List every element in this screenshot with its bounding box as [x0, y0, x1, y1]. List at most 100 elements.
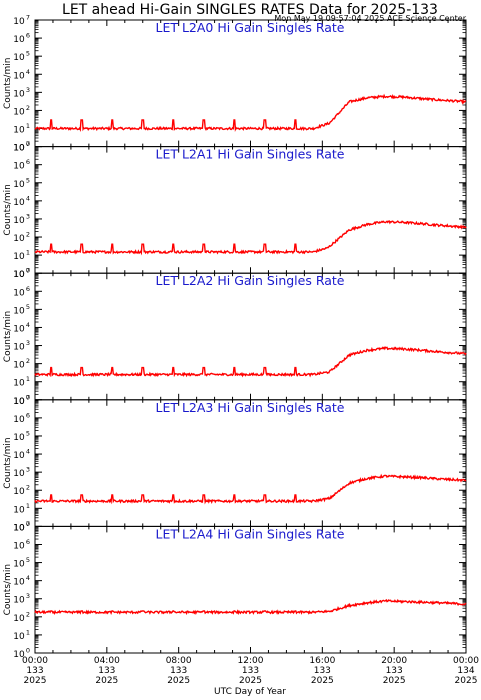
y-tick-exponent: 7 — [26, 14, 30, 22]
y-tick-label: 10 — [13, 198, 25, 208]
rate-series-line — [34, 220, 467, 256]
x-tick-doy: 133 — [26, 666, 43, 676]
y-tick-label: 10 — [13, 397, 25, 407]
y-tick-label: 10 — [13, 578, 25, 588]
panel-frame — [34, 272, 467, 401]
y-tick-label: 10 — [13, 144, 25, 154]
y-tick-label: 10 — [13, 107, 25, 117]
x-tick-doy: 134 — [457, 666, 474, 676]
y-tick-exponent: 4 — [26, 574, 30, 582]
y-tick-label: 10 — [13, 487, 25, 497]
x-tick-time: 20:00 — [381, 656, 407, 666]
y-axis-label: Counts/min — [3, 311, 13, 362]
y-tick-label: 10 — [13, 234, 25, 244]
x-tick-doy: 133 — [170, 666, 187, 676]
y-tick-exponent: 1 — [26, 628, 30, 636]
y-tick-exponent: 5 — [26, 303, 30, 311]
figure-title: LET ahead Hi-Gain SINGLES RATES Data for… — [62, 2, 438, 18]
y-tick-label: 10 — [13, 596, 25, 606]
x-tick-time: 00:00 — [453, 656, 479, 666]
y-tick-exponent: 1 — [26, 122, 30, 130]
y-tick-label: 10 — [13, 270, 25, 280]
y-tick-exponent: 2 — [26, 104, 30, 112]
x-tick-time: 00:00 — [22, 656, 48, 666]
y-axis-label: Counts/min — [3, 564, 13, 615]
x-tick-year: 2025 — [455, 676, 478, 686]
y-tick-exponent: 4 — [26, 68, 30, 76]
y-tick-exponent: 1 — [26, 375, 30, 383]
y-tick-label: 10 — [13, 71, 25, 81]
rate-series-line — [34, 93, 467, 133]
y-tick-exponent: 2 — [26, 357, 30, 365]
panel-title: LET L2A4 Hi Gain Singles Rate — [155, 526, 344, 541]
y-tick-exponent: 6 — [26, 411, 30, 419]
y-tick-label: 10 — [13, 614, 25, 624]
x-tick-year: 2025 — [24, 676, 47, 686]
y-tick-label: 10 — [13, 144, 25, 154]
x-tick-time: 16:00 — [309, 656, 335, 666]
y-tick-label: 10 — [13, 650, 25, 660]
y-tick-exponent: 0 — [26, 647, 30, 655]
y-tick-label: 10 — [13, 216, 25, 226]
panel-frame — [34, 399, 467, 527]
y-tick-exponent: 3 — [26, 592, 30, 600]
y-tick-label: 10 — [13, 451, 25, 461]
y-tick-label: 10 — [13, 560, 25, 570]
y-tick-label: 10 — [13, 324, 25, 334]
x-tick-year: 2025 — [167, 676, 190, 686]
y-tick-exponent: 7 — [26, 520, 30, 528]
y-tick-exponent: 6 — [26, 285, 30, 293]
y-tick-label: 10 — [13, 523, 25, 533]
y-tick-label: 10 — [13, 126, 25, 136]
y-tick-exponent: 6 — [26, 158, 30, 166]
x-axis-label: UTC Day of Year — [214, 687, 286, 697]
rate-series-line — [34, 473, 467, 505]
y-tick-exponent: 2 — [26, 231, 30, 239]
y-tick-exponent: 6 — [26, 32, 30, 40]
y-tick-label: 10 — [13, 397, 25, 407]
y-tick-exponent: 7 — [26, 140, 30, 148]
x-axis: 00:00133202504:00133202508:00133202512:0… — [22, 656, 479, 686]
y-tick-label: 10 — [13, 361, 25, 371]
timestamp-label: Mon May 19 09:57:04 2025 ACE Science Cen… — [274, 14, 466, 23]
y-tick-exponent: 3 — [26, 339, 30, 347]
panel-title: LET L2A2 Hi Gain Singles Rate — [155, 273, 344, 288]
rate-series-line — [34, 346, 467, 378]
x-tick-time: 08:00 — [166, 656, 192, 666]
x-tick-year: 2025 — [95, 676, 118, 686]
y-tick-label: 10 — [13, 632, 25, 642]
x-tick-doy: 133 — [314, 666, 331, 676]
y-tick-exponent: 4 — [26, 321, 30, 329]
x-tick-doy: 133 — [386, 666, 403, 676]
y-tick-exponent: 0 — [26, 140, 30, 148]
y-tick-exponent: 4 — [26, 448, 30, 456]
y-tick-label: 10 — [13, 541, 25, 551]
y-axis-label: Counts/min — [3, 184, 13, 235]
y-tick-label: 10 — [13, 433, 25, 443]
x-tick-year: 2025 — [383, 676, 406, 686]
y-tick-label: 10 — [13, 505, 25, 515]
y-tick-exponent: 5 — [26, 556, 30, 564]
panel-frame — [34, 525, 467, 654]
panel-title: LET L2A1 Hi Gain Singles Rate — [155, 147, 344, 162]
y-tick-label: 10 — [13, 469, 25, 479]
y-tick-exponent: 1 — [26, 249, 30, 257]
y-tick-exponent: 0 — [26, 267, 30, 275]
y-tick-exponent: 5 — [26, 176, 30, 184]
panel-title: LET L2A3 Hi Gain Singles Rate — [155, 400, 344, 415]
y-tick-label: 10 — [13, 270, 25, 280]
y-axis-label: Counts/min — [3, 58, 13, 109]
rate-series-line — [34, 598, 467, 616]
y-tick-label: 10 — [13, 523, 25, 533]
y-tick-label: 10 — [13, 288, 25, 298]
y-tick-exponent: 2 — [26, 610, 30, 618]
y-tick-exponent: 7 — [26, 393, 30, 401]
x-tick-doy: 133 — [98, 666, 115, 676]
y-tick-label: 10 — [13, 53, 25, 63]
y-tick-exponent: 3 — [26, 212, 30, 220]
